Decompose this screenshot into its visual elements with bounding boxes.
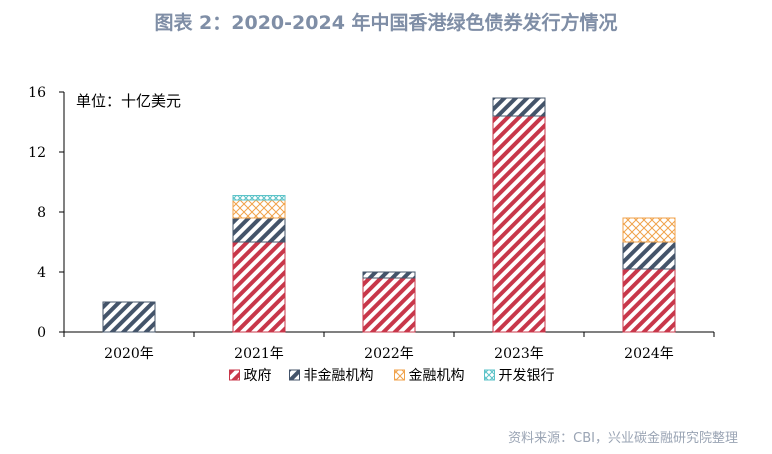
y-tick-label: 16 [28, 85, 46, 101]
y-tick-label: 12 [28, 145, 46, 161]
x-tick-label: 2024年 [624, 346, 674, 362]
chart-title: 图表 2：2020-2024 年中国香港绿色债券发行方情况 [154, 12, 618, 34]
bar-segment [232, 195, 286, 201]
bar-segment [102, 301, 156, 333]
bar-segment [232, 199, 286, 219]
bar-segment [622, 241, 676, 270]
legend-swatch [484, 369, 495, 381]
legend-label: 开发银行 [499, 368, 555, 384]
bar-segment [232, 241, 286, 333]
bar-segment [362, 277, 416, 333]
chart-bars [102, 97, 676, 333]
bar-segment [492, 97, 546, 117]
legend-swatch [289, 369, 300, 381]
legend-label: 非金融机构 [304, 368, 374, 384]
bar-segment [622, 217, 676, 243]
bar-segment [622, 268, 676, 333]
legend-swatch [229, 369, 240, 381]
source-note: 资料来源：CBI，兴业碳金融研究院整理 [508, 431, 738, 446]
x-tick-label: 2023年 [494, 346, 544, 362]
bar-segment [492, 115, 546, 333]
x-tick-label: 2020年 [104, 346, 154, 362]
chart-legend: 政府 非金融机构 金融机构 开发银行 [229, 368, 555, 384]
legend-label: 金融机构 [409, 368, 465, 384]
y-tick-label: 0 [37, 325, 46, 341]
legend-label: 政府 [244, 368, 272, 384]
chart-axes: 0 4 8 12 16 2020年 2021年 2022年 2023年 2024年 [28, 85, 715, 362]
x-tick-label: 2022年 [364, 346, 414, 362]
bar-segment [362, 271, 416, 279]
legend-swatch [394, 369, 405, 381]
x-tick-label: 2021年 [234, 346, 284, 362]
y-tick-label: 8 [37, 205, 46, 221]
y-tick-label: 4 [37, 265, 46, 281]
unit-note: 单位：十亿美元 [76, 92, 181, 110]
bar-segment [232, 217, 286, 243]
